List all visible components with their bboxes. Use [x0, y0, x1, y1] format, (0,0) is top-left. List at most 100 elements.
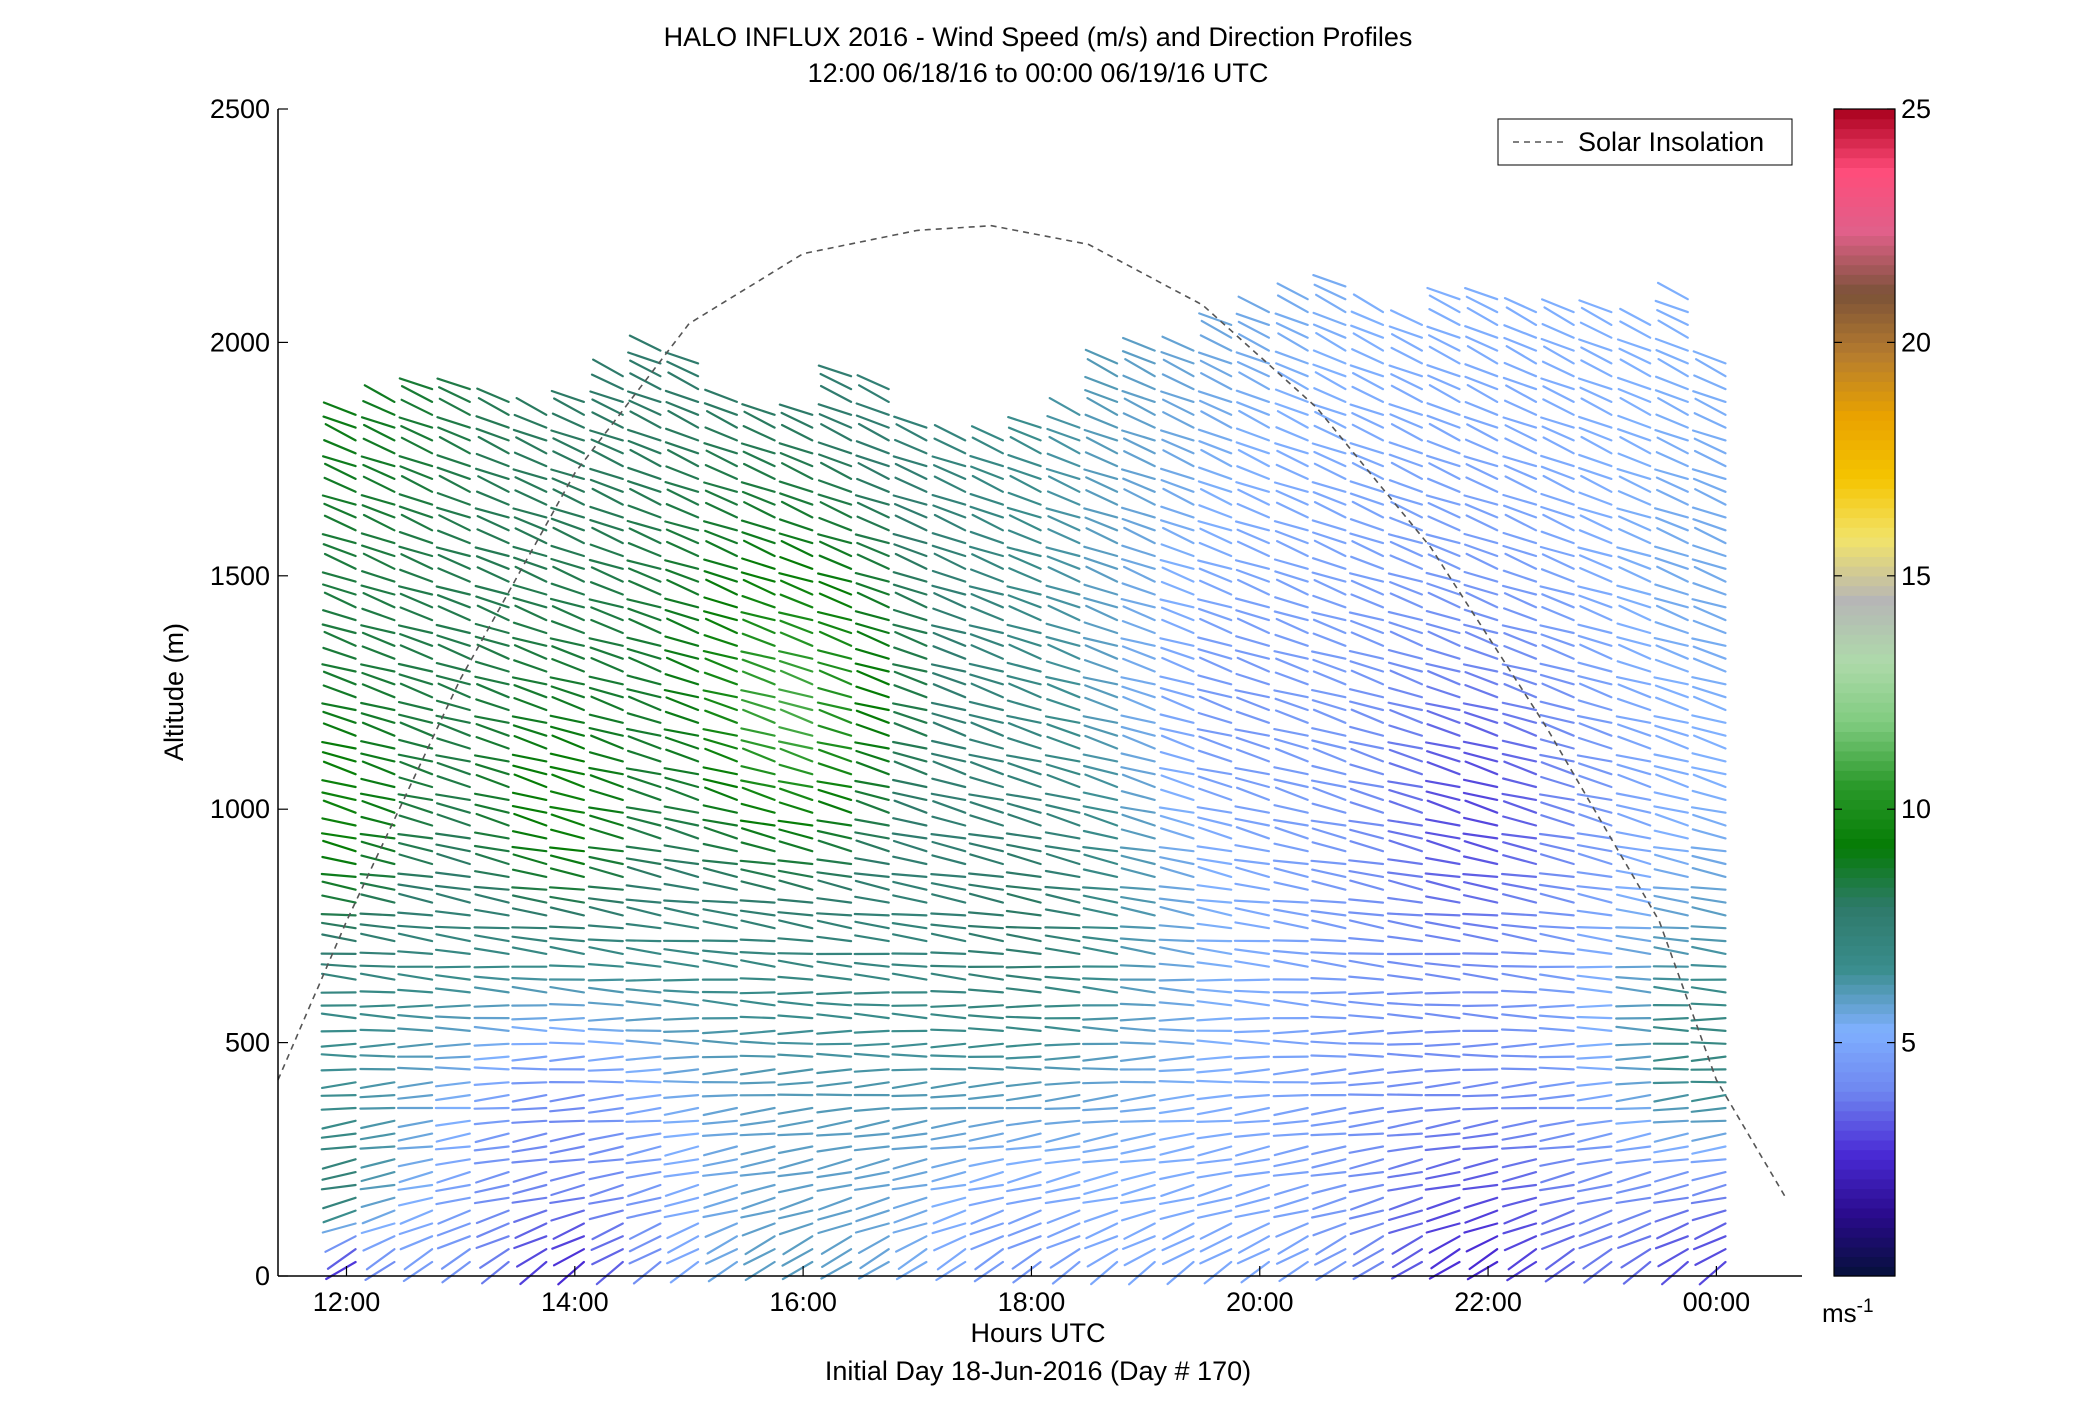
- wind-vector: [1119, 964, 1156, 968]
- wind-vector: [1161, 398, 1195, 416]
- wind-vector: [1690, 1080, 1727, 1084]
- wind-vector: [1349, 532, 1385, 545]
- wind-vector: [474, 1093, 510, 1103]
- wind-vector: [968, 713, 1005, 724]
- x-axis-sublabel: Initial Day 18-Jun-2016 (Day # 170): [825, 1356, 1251, 1386]
- wind-vector: [511, 753, 548, 763]
- wind-vector: [1347, 1041, 1385, 1045]
- wind-vector: [664, 826, 700, 840]
- wind-vector: [512, 468, 548, 480]
- y-axis-label: Altitude (m): [159, 623, 189, 761]
- wind-vector: [1503, 1235, 1538, 1252]
- wind-vector: [1160, 351, 1195, 365]
- wind-vector: [1388, 800, 1424, 814]
- wind-vector: [1652, 1067, 1689, 1071]
- wind-vector: [663, 906, 700, 917]
- colorbar-tick-label: 5: [1901, 1028, 1916, 1058]
- wind-vector: [626, 390, 662, 403]
- wind-vector: [704, 464, 739, 480]
- wind-vector: [778, 403, 814, 416]
- wind-vector: [1463, 751, 1499, 763]
- wind-vector: [1615, 1106, 1652, 1111]
- wind-vector: [1044, 1196, 1081, 1205]
- wind-vector: [474, 870, 510, 879]
- wind-vector: [1273, 959, 1309, 968]
- wind-vector: [779, 1196, 814, 1211]
- wind-vector: [1538, 973, 1575, 981]
- wind-vector: [1657, 358, 1689, 378]
- wind-vector: [1690, 1158, 1727, 1164]
- wind-vector: [739, 938, 776, 943]
- wind-vector: [1158, 1016, 1195, 1022]
- wind-vector: [1425, 1158, 1461, 1171]
- wind-vector: [778, 763, 814, 776]
- wind-vector: [1236, 401, 1271, 416]
- wind-vector: [1425, 454, 1461, 468]
- wind-vector: [1692, 619, 1727, 635]
- wind-vector: [365, 1248, 396, 1271]
- wind-vector: [1276, 294, 1309, 314]
- wind-vector: [779, 579, 814, 596]
- wind-vector: [817, 762, 853, 776]
- wind-vector: [1580, 306, 1613, 326]
- wind-vector: [1691, 1145, 1727, 1155]
- wind-vector: [625, 1106, 662, 1116]
- wind-vector: [1086, 1248, 1119, 1268]
- wind-vector: [436, 377, 471, 391]
- wind-vector: [1616, 595, 1652, 609]
- wind-vector: [1694, 488, 1727, 506]
- wind-vector: [359, 912, 396, 917]
- wind-vector: [1617, 1222, 1652, 1239]
- wind-vector: [475, 595, 510, 609]
- wind-vector: [777, 1000, 814, 1007]
- wind-vector: [892, 791, 928, 802]
- wind-vector: [549, 906, 586, 917]
- wind-vector: [1159, 750, 1195, 763]
- wind-vector: [778, 518, 814, 532]
- wind-vector: [549, 790, 586, 802]
- wind-vector: [549, 1093, 586, 1103]
- wind-vector: [1390, 346, 1424, 365]
- wind-vector: [662, 1029, 700, 1034]
- wind-vector: [436, 506, 471, 519]
- wind-vector: [777, 740, 814, 750]
- wind-vector: [1464, 401, 1499, 416]
- wind-vector: [1691, 789, 1727, 802]
- wind-vector: [856, 477, 890, 493]
- wind-vector: [548, 886, 586, 891]
- wind-vector: [1044, 1042, 1081, 1047]
- wind-vector: [1386, 1068, 1424, 1074]
- wind-vector: [777, 975, 814, 981]
- wind-vector: [1388, 748, 1424, 763]
- wind-vector: [1044, 947, 1081, 956]
- colorbar-segment: [1834, 896, 1895, 908]
- wind-vector: [1348, 1029, 1385, 1036]
- wind-vector: [435, 892, 471, 904]
- wind-vector: [587, 1055, 624, 1062]
- wind-vector: [1426, 477, 1461, 493]
- wind-vector: [1653, 791, 1689, 802]
- wind-vector: [548, 964, 586, 968]
- colorbar-segment: [1834, 799, 1895, 810]
- wind-vector: [854, 1119, 890, 1130]
- wind-vector: [1197, 749, 1233, 763]
- colorbar-segment: [1834, 1266, 1895, 1277]
- wind-vector: [1691, 1170, 1727, 1182]
- wind-vector: [891, 912, 928, 917]
- wind-vector: [1122, 437, 1156, 455]
- wind-vector: [512, 636, 548, 647]
- wind-vector: [1615, 1066, 1652, 1071]
- wind-vector: [629, 448, 662, 468]
- wind-vector: [1005, 1004, 1042, 1009]
- colorbar-segment: [1834, 274, 1895, 285]
- wind-vector: [321, 817, 357, 827]
- wind-vector: [741, 632, 776, 647]
- wind-vector: [1310, 1068, 1347, 1076]
- wind-vector: [475, 698, 510, 712]
- wind-vector: [550, 517, 586, 532]
- wind-vector: [1503, 721, 1538, 737]
- wind-vector: [777, 1053, 814, 1058]
- wind-vector: [513, 812, 548, 827]
- wind-vector: [969, 853, 1005, 866]
- wind-vector: [1617, 515, 1652, 532]
